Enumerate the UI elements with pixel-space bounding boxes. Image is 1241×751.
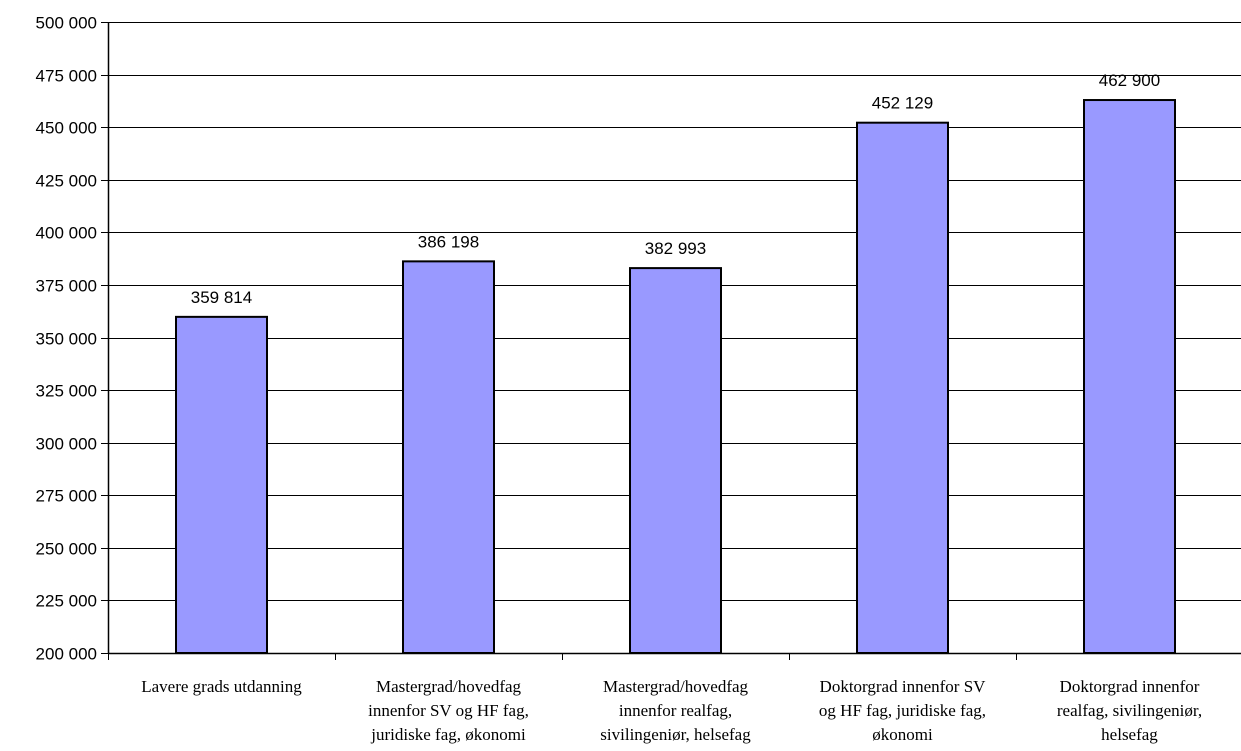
x-tick-label-line: realfag, sivilingeniør,: [1057, 701, 1202, 720]
x-tick-label-line: innenfor realfag,: [619, 701, 732, 720]
y-tick-label: 200 000: [36, 645, 97, 664]
x-tick-label: Doktorgrad innenfor realfag, sivilingeniø…: [1057, 677, 1202, 744]
x-tick-label-line: og HF fag, juridiske fag,: [819, 701, 986, 720]
x-tick-label-line: Mastergrad/hovedfag: [603, 677, 749, 696]
y-tick-label: 300 000: [36, 435, 97, 454]
x-tick-label: Lavere grads utdanning: [141, 677, 302, 696]
y-tick-label: 375 000: [36, 277, 97, 296]
x-tick-label-line: innenfor SV og HF fag,: [368, 701, 529, 720]
data-label: 386 198: [418, 232, 479, 251]
data-label: 462 900: [1099, 71, 1160, 90]
bar: [402, 260, 495, 654]
y-tick-label: 500 000: [36, 14, 97, 33]
axes: [101, 22, 1241, 660]
x-tick-label-line: Doktorgrad innenfor SV: [820, 677, 987, 696]
bars: [175, 99, 1176, 655]
bar: [856, 121, 949, 655]
bar: [1083, 99, 1176, 654]
data-label: 382 993: [645, 239, 706, 258]
data-label: 359 814: [191, 288, 252, 307]
x-tick-label-line: Mastergrad/hovedfag: [376, 677, 522, 696]
x-tick-label-line: Doktorgrad innenfor: [1060, 677, 1200, 696]
y-tick-label: 475 000: [36, 67, 97, 86]
y-tick-label: 425 000: [36, 172, 97, 191]
y-tick-label: 325 000: [36, 382, 97, 401]
x-tick-label: Mastergrad/hovedfag innenfor SV og HF fag…: [368, 677, 529, 744]
x-axis-ticks: Lavere grads utdanning Mastergrad/hovedfa…: [141, 677, 1202, 744]
y-tick-label: 275 000: [36, 487, 97, 506]
y-tick-label: 350 000: [36, 330, 97, 349]
x-tick-label-line: økonomi: [872, 725, 933, 744]
bar: [175, 315, 268, 654]
y-tick-label: 250 000: [36, 540, 97, 559]
x-tick-label-line: Lavere grads utdanning: [141, 677, 302, 696]
y-axis-ticks: 200 000 225 000 250 000 275 000 300 000 325 0…: [36, 14, 97, 664]
bar: [629, 267, 722, 654]
x-tick-label-line: sivilingeniør, helsefag: [600, 725, 751, 744]
data-labels: 359 814 386 198 382 993 452 129 462 900: [191, 71, 1160, 307]
x-tick-label: Mastergrad/hovedfag innenfor realfag, sivi…: [600, 677, 751, 744]
x-tick-label: Doktorgrad innenfor SV og HF fag, juridis…: [819, 677, 986, 744]
y-tick-label: 450 000: [36, 119, 97, 138]
y-tick-label: 400 000: [36, 224, 97, 243]
x-tick-label-line: juridiske fag, økonomi: [370, 725, 526, 744]
x-tick-label-line: helsefag: [1101, 725, 1158, 744]
y-tick-label: 225 000: [36, 592, 97, 611]
data-label: 452 129: [872, 94, 933, 113]
